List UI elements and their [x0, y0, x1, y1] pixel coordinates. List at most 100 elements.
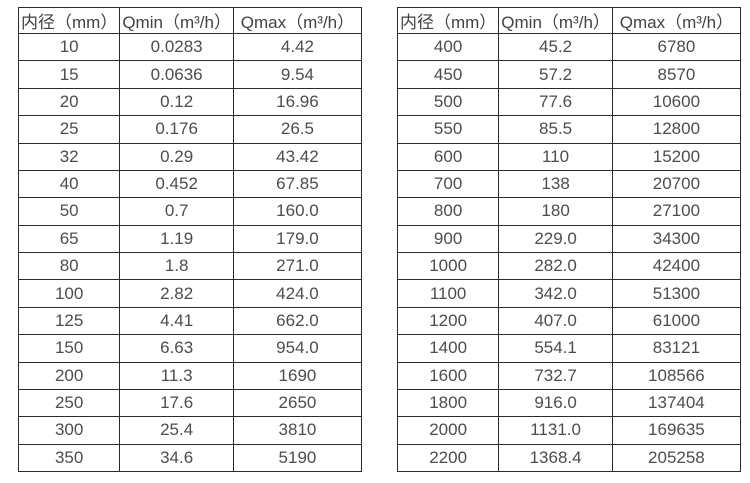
table-cell-qmax: 271.0: [232, 251, 362, 281]
table-cell-qmax: 43.42: [232, 142, 362, 171]
table-cell-qmin: 1368.4: [498, 443, 613, 473]
table-cell-qmax: 5190: [232, 443, 362, 473]
table-cell-diameter: 125: [17, 306, 121, 336]
table-cell-qmin: 85.5: [498, 115, 613, 144]
table-row: 40 0.452 67.85: [17, 169, 362, 199]
table-cell-qmax: 34300: [611, 224, 741, 254]
column-header-qmin: Qmin（m³/h）: [119, 7, 234, 34]
table-row: 100 2.82 424.0: [17, 279, 362, 308]
table-cell-qmin: 1.19: [119, 224, 234, 254]
table-row: 1800 916.0 137404: [396, 388, 741, 418]
column-header-diameter: 内径（mm）: [396, 7, 500, 34]
table-cell-qmin: 342.0: [498, 279, 613, 308]
table-row: 125 4.41 662.0: [17, 306, 362, 336]
table-cell-qmax: 424.0: [232, 279, 362, 308]
table-row: 900 229.0 34300: [396, 224, 741, 254]
table-cell-diameter: 25: [17, 115, 121, 144]
table-row: 1100 342.0 51300: [396, 279, 741, 308]
table-cell-qmin: 407.0: [498, 306, 613, 336]
table-cell-qmin: 11.3: [119, 361, 234, 390]
table-row: 350 34.6 5190: [17, 443, 362, 473]
table-row: 500 77.6 10600: [396, 87, 741, 117]
table-cell-qmin: 1131.0: [498, 416, 613, 445]
table-cell-qmax: 26.5: [232, 115, 362, 144]
table-cell-qmax: 4.42: [232, 32, 362, 62]
table-cell-diameter: 200: [17, 361, 121, 390]
table-cell-qmin: 77.6: [498, 87, 613, 117]
table-cell-qmin: 2.82: [119, 279, 234, 308]
table-cell-diameter: 350: [17, 443, 121, 473]
table-cell-qmin: 0.0636: [119, 60, 234, 89]
table-row: 2000 1131.0 169635: [396, 416, 741, 445]
table-cell-qmax: 16.96: [232, 87, 362, 117]
table-cell-qmax: 1690: [232, 361, 362, 390]
table-row: 15 0.0636 9.54: [17, 60, 362, 89]
header-row: 内径（mm） Qmin（m³/h） Qmax（m³/h）: [396, 7, 741, 34]
table-cell-diameter: 550: [396, 115, 500, 144]
table-cell-qmax: 20700: [611, 169, 741, 199]
table-cell-qmax: 137404: [611, 388, 741, 418]
table-cell-qmax: 12800: [611, 115, 741, 144]
table-cell-diameter: 100: [17, 279, 121, 308]
table-cell-qmin: 1.8: [119, 251, 234, 281]
table-cell-diameter: 150: [17, 334, 121, 363]
table-cell-diameter: 10: [17, 32, 121, 62]
table-cell-qmax: 51300: [611, 279, 741, 308]
table-cell-qmin: 0.0283: [119, 32, 234, 62]
table-row: 700 138 20700: [396, 169, 741, 199]
table-cell-qmin: 0.12: [119, 87, 234, 117]
table-cell-qmax: 42400: [611, 251, 741, 281]
table-row: 200 11.3 1690: [17, 361, 362, 390]
table-cell-diameter: 20: [17, 87, 121, 117]
table-row: 300 25.4 3810: [17, 416, 362, 445]
table-cell-qmax: 179.0: [232, 224, 362, 254]
table-row: 150 6.63 954.0: [17, 334, 362, 363]
table-row: 80 1.8 271.0: [17, 251, 362, 281]
table-row: 65 1.19 179.0: [17, 224, 362, 254]
table-cell-diameter: 1000: [396, 251, 500, 281]
table-cell-qmin: 0.7: [119, 197, 234, 226]
header-row: 内径（mm） Qmin（m³/h） Qmax（m³/h）: [17, 7, 362, 34]
table-cell-qmin: 45.2: [498, 32, 613, 62]
table-cell-qmin: 554.1: [498, 334, 613, 363]
table-cell-qmax: 954.0: [232, 334, 362, 363]
table-row: 550 85.5 12800: [396, 115, 741, 144]
table-row: 800 180 27100: [396, 197, 741, 226]
table-cell-qmax: 8570: [611, 60, 741, 89]
table-cell-qmax: 27100: [611, 197, 741, 226]
table-cell-qmin: 4.41: [119, 306, 234, 336]
column-header-qmax: Qmax（m³/h）: [232, 7, 362, 34]
table-cell-diameter: 1600: [396, 361, 500, 390]
column-header-diameter: 内径（mm）: [17, 7, 121, 34]
table-cell-qmax: 169635: [611, 416, 741, 445]
spec-tables-container: 内径（mm） Qmin（m³/h） Qmax（m³/h） 10 0.0283 4.42 1…: [17, 7, 741, 473]
table-cell-qmax: 160.0: [232, 197, 362, 226]
table-cell-qmin: 110: [498, 142, 613, 171]
table-cell-qmax: 61000: [611, 306, 741, 336]
table-row: 2200 1368.4 205258: [396, 443, 741, 473]
table-row: 1600 732.7 108566: [396, 361, 741, 390]
table-row: 50 0.7 160.0: [17, 197, 362, 226]
table-cell-diameter: 15: [17, 60, 121, 89]
table-cell-qmin: 180: [498, 197, 613, 226]
table-cell-qmax: 15200: [611, 142, 741, 171]
table-cell-diameter: 800: [396, 197, 500, 226]
table-row: 32 0.29 43.42: [17, 142, 362, 171]
table-cell-qmax: 3810: [232, 416, 362, 445]
left-table-header: 内径（mm） Qmin（m³/h） Qmax（m³/h）: [17, 7, 362, 34]
table-row: 20 0.12 16.96: [17, 87, 362, 117]
right-table-header: 内径（mm） Qmin（m³/h） Qmax（m³/h）: [396, 7, 741, 34]
table-cell-qmin: 138: [498, 169, 613, 199]
table-cell-diameter: 2200: [396, 443, 500, 473]
table-row: 25 0.176 26.5: [17, 115, 362, 144]
table-cell-diameter: 40: [17, 169, 121, 199]
table-row: 1200 407.0 61000: [396, 306, 741, 336]
left-spec-table: 内径（mm） Qmin（m³/h） Qmax（m³/h） 10 0.0283 4.42 1…: [17, 7, 362, 473]
table-cell-qmax: 662.0: [232, 306, 362, 336]
table-cell-qmax: 108566: [611, 361, 741, 390]
table-cell-qmin: 6.63: [119, 334, 234, 363]
table-cell-qmin: 229.0: [498, 224, 613, 254]
table-cell-diameter: 1800: [396, 388, 500, 418]
table-row: 400 45.2 6780: [396, 32, 741, 62]
